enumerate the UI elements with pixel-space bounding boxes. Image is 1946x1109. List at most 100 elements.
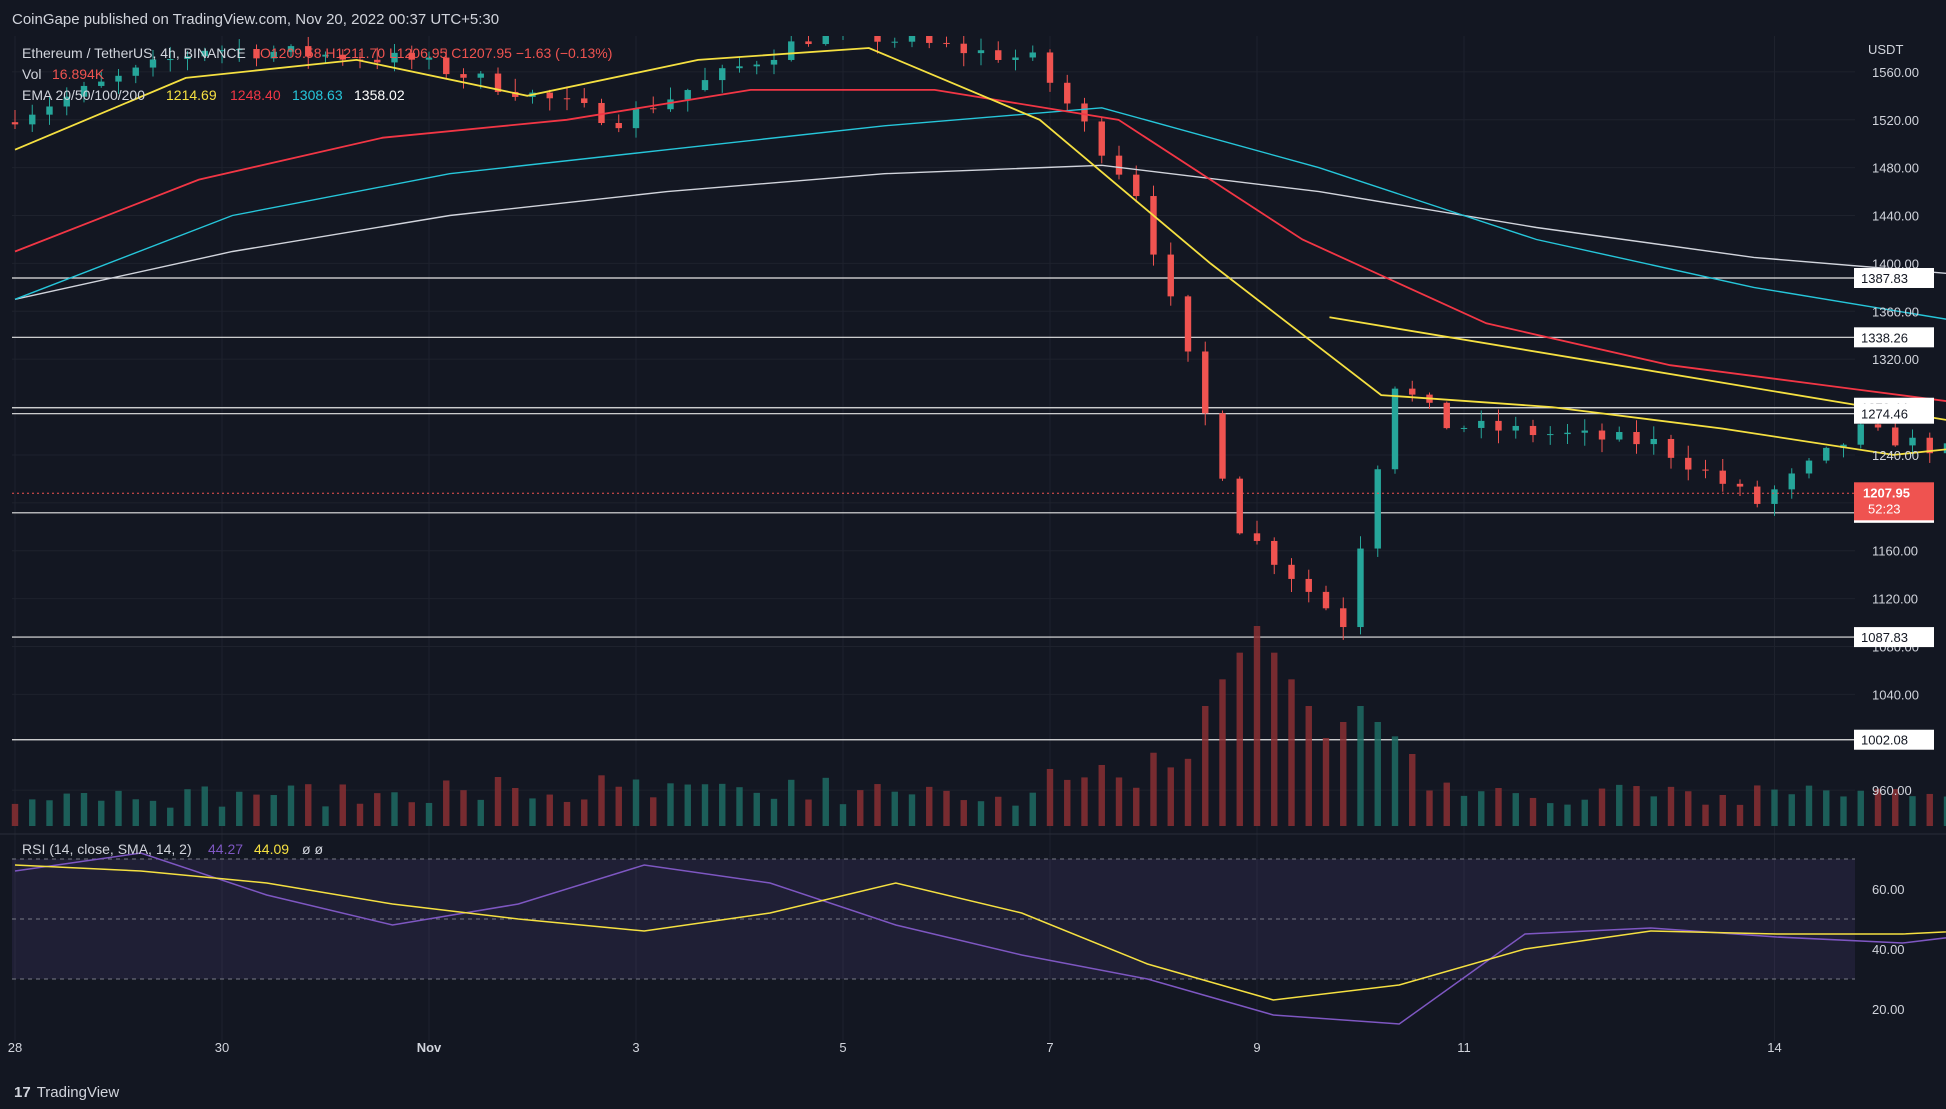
candle-body [1685, 457, 1692, 470]
volume-bar [1633, 786, 1640, 826]
volume-bar [1150, 752, 1157, 826]
candle-body [926, 35, 933, 43]
time-tick-label: 14 [1767, 1040, 1781, 1055]
volume-bar [11, 803, 19, 826]
candle-body [1202, 351, 1209, 414]
candle-body [98, 81, 105, 86]
volume-bar [822, 777, 829, 826]
volume-bar [546, 794, 553, 826]
candle-body [1667, 438, 1675, 458]
volume-bar [1340, 722, 1347, 826]
candle-body [236, 49, 243, 51]
volume-bar [891, 791, 898, 826]
tradingview-logo[interactable]: 17 TradingView [14, 1084, 119, 1101]
volume-bar [443, 780, 450, 826]
candle-body [1892, 427, 1899, 446]
legend-symbol: Ethereum / TetherUS, 4h, BINANCE [22, 45, 246, 61]
candle-body [701, 80, 709, 91]
volume-bar [615, 786, 622, 826]
volume-bar [598, 775, 605, 826]
candle-body [1443, 402, 1450, 429]
candle-body [1236, 478, 1243, 534]
volume-bar [1167, 767, 1174, 826]
candle-body [1943, 443, 1946, 454]
candle-body [115, 75, 122, 82]
candle-body [11, 122, 19, 125]
candle-body [391, 52, 398, 63]
candle-body [667, 99, 674, 110]
candle-body [322, 54, 329, 57]
candle-body [1150, 196, 1157, 255]
volume-bar [1754, 785, 1761, 826]
volume-bar [201, 786, 208, 826]
volume-bar [305, 784, 312, 826]
volume-bar [477, 799, 484, 826]
time-tick-label: 9 [1253, 1040, 1260, 1055]
candle-body [305, 46, 312, 57]
volume-bar [1133, 787, 1140, 826]
volume-bar [1115, 777, 1123, 826]
countdown-label: 52:23 [1868, 501, 1901, 516]
volume-bar [425, 802, 433, 826]
volume-bar [1512, 793, 1519, 826]
candle-body [1064, 82, 1071, 104]
volume-bar [719, 783, 726, 826]
volume-bar [977, 801, 985, 826]
candle-body [253, 49, 260, 59]
rsi-tick-label: 60.00 [1872, 882, 1905, 897]
volume-bar [839, 804, 847, 826]
volume-bar [167, 807, 174, 826]
volume-bar [1305, 706, 1312, 826]
volume-bar [512, 787, 519, 826]
volume-bar [632, 779, 640, 826]
volume-bar [1943, 796, 1946, 826]
volume-bar [1598, 788, 1606, 826]
candle-body [1719, 470, 1726, 484]
price-tick-label: 1040.00 [1872, 687, 1919, 702]
candle-body [1288, 564, 1295, 579]
volume-bar [1478, 791, 1485, 826]
volume-bar [1064, 779, 1071, 826]
chart-area[interactable]: USDT960.001040.001080.001120.001160.0012… [0, 14, 1946, 1076]
candle-body [788, 41, 795, 60]
volume-bars [11, 626, 1946, 826]
candle-body [581, 98, 588, 103]
candle-body [719, 68, 726, 81]
chart-svg[interactable]: USDT960.001040.001080.001120.001160.0012… [0, 14, 1946, 1076]
volume-bar [1426, 790, 1433, 826]
volume-bar [1840, 796, 1847, 826]
volume-bar [287, 785, 295, 826]
rsi-sma-line [14, 864, 1946, 1001]
level-tag-label: 1387.83 [1861, 271, 1908, 286]
last-price-label: 1207.95 [1863, 485, 1910, 500]
volume-bar [1926, 793, 1933, 826]
volume-bar [494, 777, 502, 826]
legend-ema50-value: 1248.40 [230, 87, 281, 103]
volume-bar [1892, 789, 1899, 826]
volume-bar [563, 801, 571, 826]
footer: 17 TradingView [0, 1076, 1946, 1109]
ema20-line [14, 47, 1946, 456]
volume-bar [1581, 799, 1588, 826]
candle-body [1512, 425, 1519, 431]
volume-bar [29, 799, 36, 826]
volume-bar [1219, 679, 1226, 826]
volume-bar [1857, 790, 1864, 826]
volume-bar [736, 787, 743, 826]
candle-body [443, 57, 450, 75]
rsi-tick-label: 40.00 [1872, 942, 1905, 957]
volume-bar [1771, 789, 1778, 826]
volume-bar [1374, 722, 1381, 826]
candle-body [1029, 52, 1036, 58]
rsi-pane: 20.00 40.00 60.00 RSI (14, close, SMA, 14, … [12, 841, 1946, 1025]
volume-bar [1443, 782, 1450, 826]
candle-body [1564, 432, 1571, 435]
publisher-text: CoinGape published on TradingView.com, N… [12, 11, 500, 28]
legend: Ethereum / TetherUS, 4h, BINANCE O1209.58… [22, 45, 612, 103]
volume-bar [1012, 805, 1019, 826]
candle-body [1374, 469, 1381, 549]
candle-body [374, 59, 381, 63]
volume-bar [1046, 768, 1054, 826]
candle-body [770, 59, 778, 65]
candle-body [1926, 437, 1933, 454]
